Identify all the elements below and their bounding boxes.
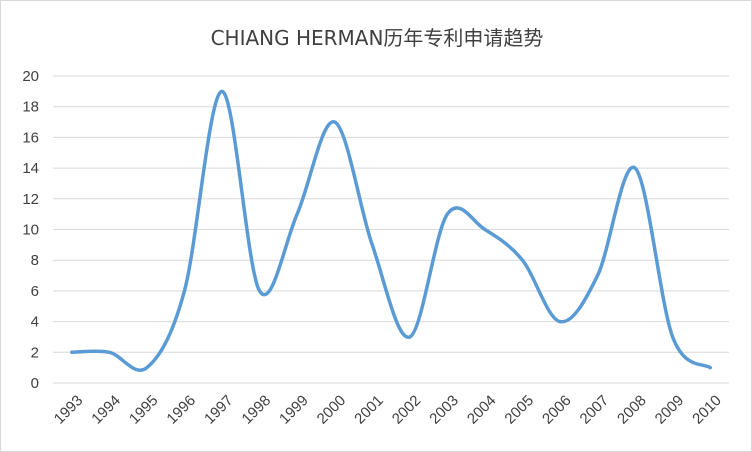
x-tick-label: 2005	[501, 392, 537, 428]
x-tick-label: 1993	[51, 392, 87, 428]
x-tick-label: 2004	[464, 392, 500, 428]
x-tick-label: 2006	[539, 392, 575, 428]
x-tick-label: 1999	[276, 392, 312, 428]
x-tick-label: 1996	[163, 392, 199, 428]
x-tick-label: 2003	[426, 392, 462, 428]
y-tick-label: 20	[22, 68, 39, 85]
y-tick-label: 2	[31, 344, 39, 361]
y-tick-label: 6	[31, 283, 39, 300]
x-tick-label: 2007	[577, 392, 613, 428]
x-tick-label: 2010	[689, 392, 725, 428]
series-line-0	[70, 89, 712, 372]
y-tick-label: 4	[31, 314, 39, 331]
x-tick-label: 1997	[201, 392, 237, 428]
x-tick-label: 1998	[239, 392, 275, 428]
x-tick-label: 2002	[389, 392, 425, 428]
y-tick-label: 10	[22, 222, 39, 239]
y-tick-label: 16	[22, 129, 39, 146]
x-tick-label: 2008	[614, 392, 650, 428]
y-tick-label: 14	[22, 160, 39, 177]
x-axis-tick-labels: 1993 1994 1995 1996 1997 1998 1999 2000 2001 2002…	[51, 392, 725, 428]
series-layer	[70, 89, 712, 372]
y-tick-label: 0	[31, 375, 39, 392]
y-tick-label: 18	[22, 99, 39, 116]
chart-title: CHIANG HERMAN历年专利申请趋势	[211, 26, 544, 50]
y-tick-label: 12	[22, 191, 39, 208]
x-tick-label: 1995	[126, 392, 162, 428]
gridlines	[53, 75, 729, 384]
x-tick-label: 1994	[88, 392, 124, 428]
y-axis-tick-labels: 0 2 4 6 8 10 12 14 16 18 20	[22, 68, 39, 392]
x-tick-label: 2001	[351, 392, 387, 428]
x-tick-label: 2000	[314, 392, 350, 428]
x-tick-label: 2009	[652, 392, 688, 428]
y-tick-label: 8	[31, 252, 39, 269]
